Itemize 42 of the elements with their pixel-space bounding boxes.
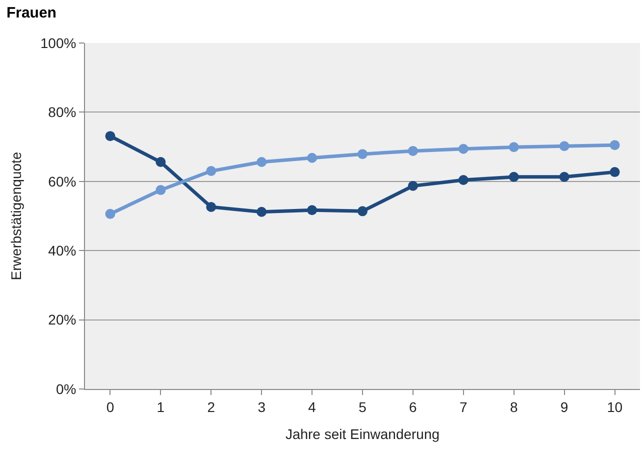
- x-tick-label: 0: [106, 398, 114, 415]
- x-tick-label: 8: [510, 398, 518, 415]
- x-tick-label: 6: [409, 398, 418, 415]
- x-tick-label: 10: [606, 398, 623, 415]
- point: [256, 206, 267, 217]
- point: [358, 206, 368, 216]
- point: [256, 157, 267, 168]
- y-tick-label: 20%: [48, 312, 76, 328]
- y-axis-title: Erwerbstätigenquote: [8, 152, 24, 280]
- point: [105, 131, 116, 142]
- point: [559, 172, 570, 182]
- y-tick-label: 40%: [48, 242, 76, 258]
- point: [610, 167, 620, 178]
- y-tick-label: 0%: [56, 380, 76, 397]
- point: [307, 205, 318, 216]
- chart-title: Frauen: [6, 4, 56, 22]
- x-tick-label: 1: [156, 398, 165, 415]
- x-tick-label: 5: [358, 398, 367, 415]
- x-tick-label: 9: [560, 398, 568, 415]
- point: [307, 152, 318, 163]
- point: [508, 142, 519, 152]
- x-tick-label: 3: [258, 398, 266, 415]
- point: [358, 149, 368, 160]
- x-tick-label: 4: [308, 398, 316, 415]
- x-tick-label: 7: [460, 398, 468, 415]
- y-tick-label: 100%: [40, 34, 76, 51]
- point: [559, 141, 570, 152]
- point: [408, 146, 418, 156]
- point: [408, 180, 418, 191]
- point: [206, 166, 216, 176]
- point: [458, 175, 468, 186]
- y-tick-label: 60%: [48, 173, 76, 190]
- point: [156, 157, 166, 168]
- point: [105, 208, 116, 219]
- point: [458, 144, 468, 154]
- point: [206, 202, 216, 212]
- point: [156, 185, 166, 196]
- point: [610, 140, 620, 150]
- y-tick-label: 80%: [48, 104, 76, 120]
- x-tick-label: 2: [207, 398, 216, 415]
- x-axis-title: Jahre seit Einwanderung: [285, 426, 440, 442]
- point: [508, 172, 519, 182]
